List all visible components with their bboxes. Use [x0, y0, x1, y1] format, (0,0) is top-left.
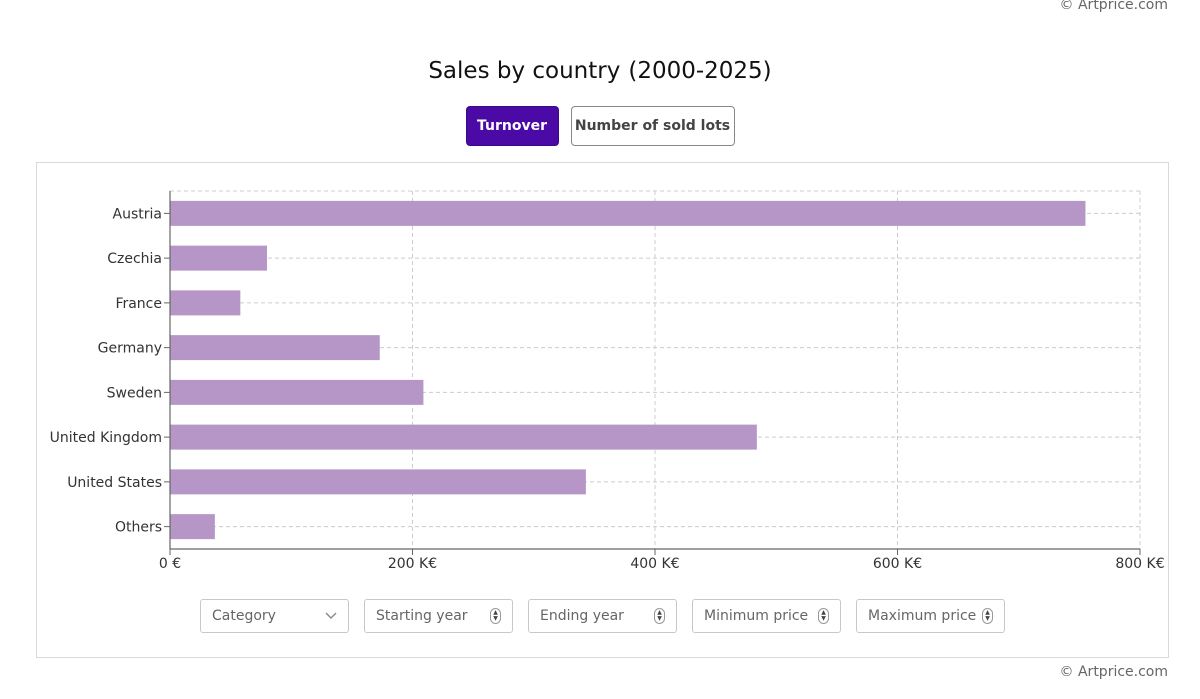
y-tick-label: Sweden	[107, 385, 162, 401]
chevron-down-icon	[325, 611, 337, 622]
chart-title: Sales by country (2000-2025)	[0, 58, 1200, 84]
copyright-credit-bottom: © Artprice.com	[1059, 664, 1168, 680]
chart-panel	[36, 162, 1169, 658]
bar	[170, 290, 241, 316]
bar	[170, 469, 586, 495]
bar	[170, 200, 1086, 226]
y-tick-label: Czechia	[107, 251, 162, 267]
bar	[170, 424, 757, 450]
y-tick-label: United States	[67, 475, 162, 491]
starting-year-placeholder: Starting year	[376, 608, 468, 624]
y-tick-label: France	[115, 296, 162, 312]
copyright-credit-top: © Artprice.com	[1059, 0, 1168, 13]
filter-bar: Category Starting year ▲ ▼ Ending year ▲ ▼…	[200, 599, 1005, 633]
bar	[170, 335, 380, 361]
x-tick-label: 200 K€	[388, 556, 437, 572]
x-tick-label: 400 K€	[630, 556, 679, 572]
spinner-icon[interactable]: ▲ ▼	[818, 608, 829, 624]
y-tick-label: Others	[115, 520, 162, 536]
maximum-price-input[interactable]: Maximum price ▲ ▼	[856, 599, 1005, 633]
bar	[170, 245, 267, 271]
x-tick-label: 600 K€	[873, 556, 922, 572]
ending-year-placeholder: Ending year	[540, 608, 624, 624]
bar-chart: Austria Czechia France Germany Sweden United …	[50, 190, 1165, 572]
x-tick-label: 800 K€	[1115, 556, 1164, 572]
number-of-sold-lots-button[interactable]: Number of sold lots	[570, 106, 735, 146]
starting-year-input[interactable]: Starting year ▲ ▼	[364, 599, 513, 633]
turnover-button[interactable]: Turnover	[465, 106, 559, 146]
x-tick-label: 0 €	[159, 556, 181, 572]
bar	[170, 514, 215, 540]
ending-year-input[interactable]: Ending year ▲ ▼	[528, 599, 677, 633]
y-tick-label: Austria	[113, 206, 162, 222]
chart-title-period: (2000-2025)	[628, 58, 772, 84]
maximum-price-placeholder: Maximum price	[868, 608, 977, 624]
y-tick-label: United Kingdom	[50, 430, 162, 446]
category-select[interactable]: Category	[200, 599, 349, 633]
spinner-icon[interactable]: ▲ ▼	[654, 608, 665, 624]
spinner-icon[interactable]: ▲ ▼	[982, 608, 993, 624]
category-select-label: Category	[212, 608, 276, 624]
spinner-icon[interactable]: ▲ ▼	[490, 608, 501, 624]
bar	[170, 379, 424, 405]
y-tick-label: Germany	[98, 341, 162, 357]
chart-title-main: Sales by country	[428, 58, 621, 84]
metric-toggle-group: Turnover Number of sold lots	[0, 106, 1200, 146]
minimum-price-placeholder: Minimum price	[704, 608, 809, 624]
minimum-price-input[interactable]: Minimum price ▲ ▼	[692, 599, 841, 633]
